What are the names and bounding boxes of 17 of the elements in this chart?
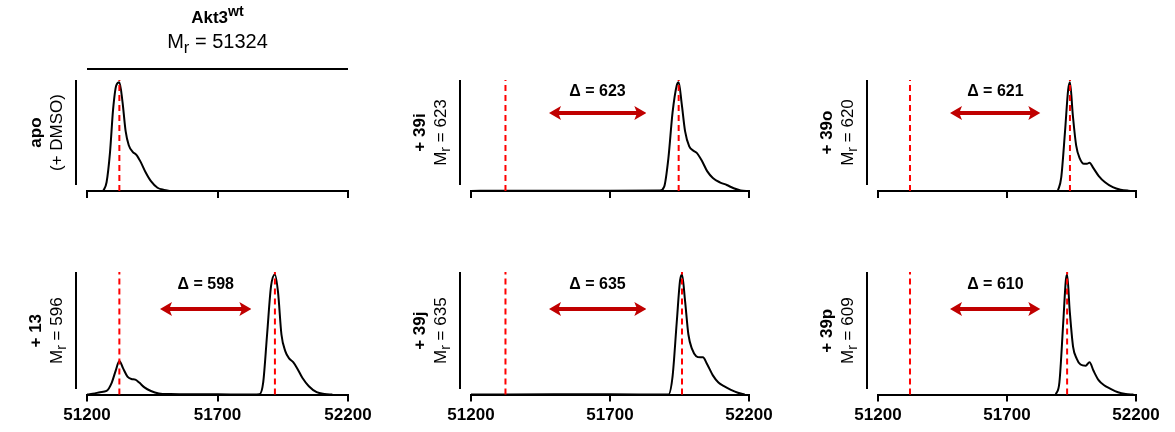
annotation: Δ = 610 [967, 274, 1024, 292]
annotation: Δ = 635 [569, 274, 626, 292]
x-tick-label: 51200 [854, 405, 902, 425]
y-axis-title: apo (+ DMSO) [25, 80, 77, 185]
x-tick-label: 52200 [324, 405, 372, 425]
annotation: Δ = 621 [967, 81, 1024, 99]
x-tick-label: 51200 [63, 405, 111, 425]
x-tick-label: 51700 [586, 405, 634, 425]
x-tick-label: 51700 [983, 405, 1031, 425]
x-tick-label: 51700 [193, 405, 242, 425]
chart-subtitle: M$_{r}$ = 51324 [166, 30, 269, 58]
chart-title: Akt3$^{wt}$ [190, 3, 245, 28]
x-tick-label: 52200 [725, 405, 773, 425]
annotation: Δ = 598 [177, 274, 235, 292]
x-tick-label: 52200 [1112, 405, 1160, 425]
x-tick-label: 51200 [447, 405, 495, 425]
annotation: Δ = 623 [569, 81, 626, 99]
